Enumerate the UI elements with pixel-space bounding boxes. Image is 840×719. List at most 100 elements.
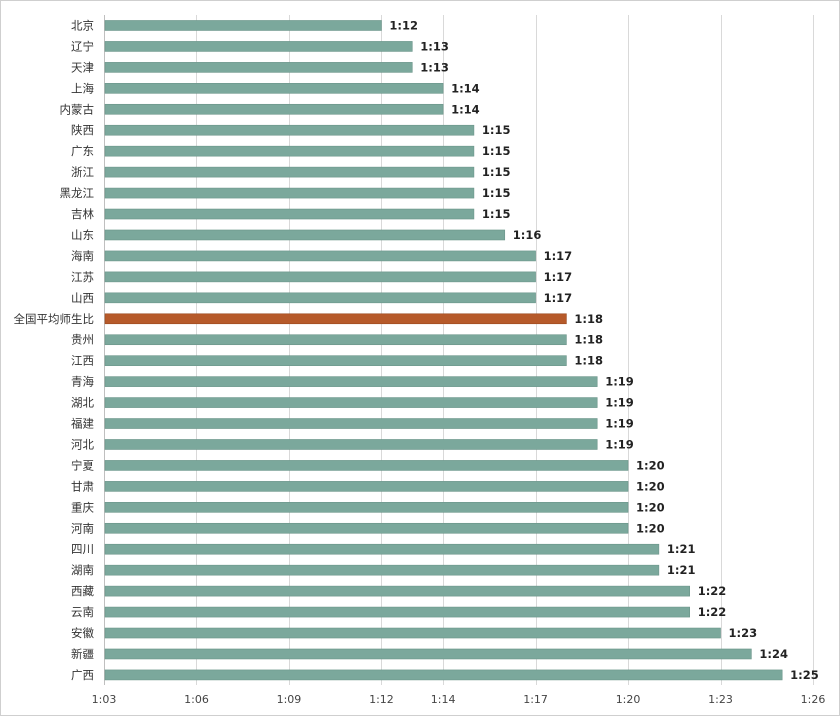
data-label: 1:18: [574, 333, 603, 347]
bar: [104, 606, 690, 618]
bar: [104, 124, 475, 136]
bar: [104, 522, 629, 534]
category-label: 四川: [71, 542, 94, 556]
category-label: 广东: [71, 144, 94, 158]
x-tick-label: 1:17: [523, 693, 548, 706]
x-tick-label: 1:06: [184, 693, 209, 706]
data-label: 1:21: [667, 563, 696, 577]
data-label: 1:13: [420, 39, 449, 53]
bar: [104, 334, 567, 346]
category-label: 山东: [71, 228, 94, 242]
bar: [104, 502, 629, 513]
data-label: 1:20: [636, 479, 665, 493]
category-label: 陕西: [71, 123, 94, 137]
data-label: 1:19: [605, 417, 634, 431]
bar: [104, 41, 413, 52]
data-label: 1:15: [482, 123, 511, 137]
data-label: 1:19: [605, 396, 634, 410]
data-label: 1:24: [759, 647, 788, 661]
x-tick-label: 1:14: [431, 693, 456, 706]
category-label: 重庆: [71, 500, 94, 514]
category-label: 湖北: [71, 396, 94, 410]
bar: [104, 208, 475, 220]
category-label: 山西: [71, 291, 94, 305]
data-label: 1:21: [667, 542, 696, 556]
bar: [104, 669, 783, 681]
bar: [104, 481, 629, 492]
category-label: 甘肃: [71, 479, 94, 493]
data-label: 1:15: [482, 165, 511, 179]
category-label: 贵州: [71, 333, 94, 347]
data-label: 1:15: [482, 144, 511, 158]
bar: [104, 103, 444, 115]
data-label: 1:18: [574, 354, 603, 368]
category-label: 江苏: [71, 270, 94, 284]
x-tick-label: 1:03: [92, 693, 117, 706]
data-label: 1:13: [420, 60, 449, 74]
category-label: 宁夏: [71, 458, 94, 472]
category-label: 海南: [71, 249, 94, 263]
category-label: 云南: [71, 605, 94, 619]
x-tick-label: 1:20: [616, 693, 641, 706]
x-tick-label: 1:23: [708, 693, 733, 706]
bar: [104, 229, 506, 241]
category-label: 湖南: [71, 563, 94, 577]
category-label: 新疆: [71, 647, 94, 661]
bar: [104, 271, 536, 283]
data-label: 1:22: [698, 605, 727, 619]
bar: [104, 418, 598, 429]
bar: [104, 397, 598, 408]
category-label: 广西: [71, 668, 94, 682]
category-label: 西藏: [71, 584, 94, 598]
category-label: 吉林: [71, 207, 94, 221]
bar: [104, 292, 536, 304]
category-label: 天津: [71, 60, 94, 74]
data-label: 1:16: [513, 228, 542, 242]
category-label: 黑龙江: [60, 186, 95, 200]
bar: [104, 145, 475, 157]
bar: [104, 250, 536, 262]
bar: [104, 20, 382, 31]
data-label: 1:12: [389, 18, 418, 32]
category-label: 安徽: [71, 626, 94, 640]
bar: [104, 166, 475, 178]
data-label: 1:17: [544, 291, 573, 305]
category-label: 福建: [71, 417, 94, 431]
data-label: 1:14: [451, 102, 480, 116]
category-label: 青海: [71, 375, 94, 389]
bar: [104, 564, 660, 576]
bar: [104, 187, 475, 199]
x-tick-label: 1:12: [369, 693, 394, 706]
bar: [104, 376, 598, 387]
bar-national-average: [104, 313, 567, 325]
bar: [104, 439, 598, 450]
bar: [104, 460, 629, 471]
bar: [104, 62, 413, 73]
data-label: 1:22: [698, 584, 727, 598]
data-label: 1:17: [544, 270, 573, 284]
x-tick-label: 1:09: [277, 693, 302, 706]
bar: [104, 355, 567, 366]
data-label: 1:14: [451, 81, 480, 95]
bar: [104, 543, 660, 555]
bar: [104, 83, 444, 94]
category-label: 河南: [71, 521, 94, 535]
bar: [104, 585, 690, 597]
category-label: 辽宁: [71, 39, 94, 53]
data-label: 1:20: [636, 458, 665, 472]
data-label: 1:17: [544, 249, 573, 263]
data-label: 1:20: [636, 500, 665, 514]
category-label: 上海: [71, 81, 94, 95]
data-label: 1:23: [729, 626, 758, 640]
data-label: 1:25: [790, 668, 819, 682]
bar: [104, 648, 752, 660]
category-label: 内蒙古: [60, 102, 95, 116]
data-label: 1:18: [574, 312, 603, 326]
category-label: 河北: [71, 437, 94, 451]
category-label: 江西: [71, 354, 94, 368]
data-label: 1:19: [605, 375, 634, 389]
data-label: 1:20: [636, 521, 665, 535]
category-label: 浙江: [71, 165, 94, 179]
